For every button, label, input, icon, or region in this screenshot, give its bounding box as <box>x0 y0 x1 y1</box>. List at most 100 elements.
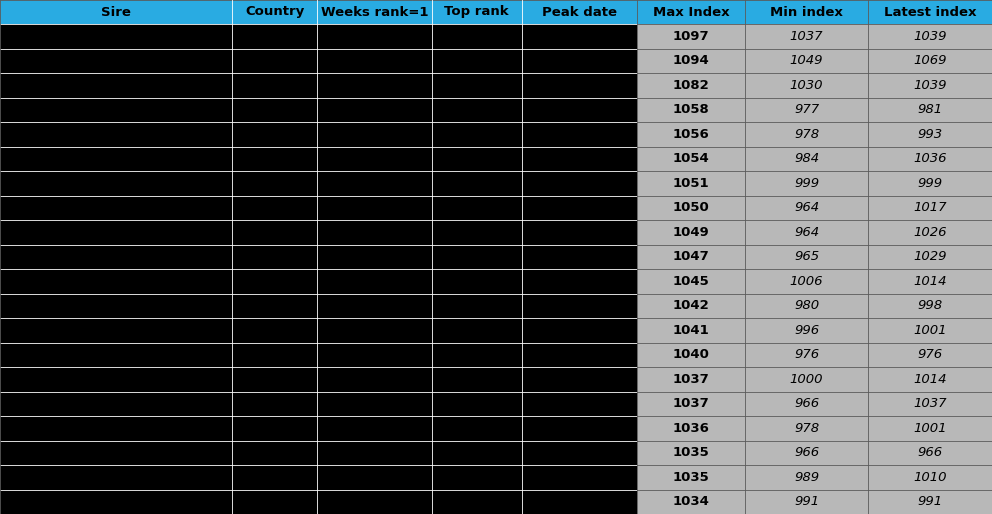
Text: 1036: 1036 <box>673 422 709 435</box>
Text: 1039: 1039 <box>914 79 946 92</box>
Bar <box>317 465 432 489</box>
Bar <box>868 269 992 293</box>
Text: 1058: 1058 <box>673 103 709 116</box>
Text: 1037: 1037 <box>673 397 709 410</box>
Text: 1037: 1037 <box>673 373 709 386</box>
Bar <box>637 195 745 220</box>
Text: 1097: 1097 <box>673 30 709 43</box>
Bar <box>868 0 992 24</box>
Text: 998: 998 <box>918 299 942 312</box>
Bar <box>0 342 232 367</box>
Bar <box>868 465 992 489</box>
Text: 991: 991 <box>794 495 819 508</box>
Bar <box>522 367 637 392</box>
Bar <box>868 48 992 73</box>
Bar <box>868 98 992 122</box>
Bar <box>522 73 637 98</box>
Bar <box>745 392 868 416</box>
Bar <box>232 416 317 440</box>
Text: 1041: 1041 <box>673 324 709 337</box>
Bar <box>637 269 745 293</box>
Bar <box>432 367 522 392</box>
Bar <box>0 440 232 465</box>
Bar <box>317 440 432 465</box>
Text: 976: 976 <box>918 348 942 361</box>
Text: 1045: 1045 <box>673 275 709 288</box>
Text: 1029: 1029 <box>914 250 946 263</box>
Bar <box>0 220 232 245</box>
Bar <box>522 392 637 416</box>
Bar <box>432 293 522 318</box>
Bar <box>637 293 745 318</box>
Bar <box>522 48 637 73</box>
Bar <box>232 146 317 171</box>
Text: 981: 981 <box>918 103 942 116</box>
Bar <box>232 73 317 98</box>
Bar <box>522 220 637 245</box>
Bar <box>232 0 317 24</box>
Bar <box>432 146 522 171</box>
Bar <box>232 342 317 367</box>
Bar <box>432 98 522 122</box>
Bar <box>745 416 868 440</box>
Bar <box>637 440 745 465</box>
Bar <box>232 440 317 465</box>
Bar <box>868 489 992 514</box>
Bar <box>0 122 232 146</box>
Text: 1050: 1050 <box>673 201 709 214</box>
Bar <box>0 0 232 24</box>
Bar <box>522 342 637 367</box>
Bar <box>232 318 317 342</box>
Text: 1069: 1069 <box>914 54 946 67</box>
Bar <box>0 245 232 269</box>
Bar <box>232 24 317 48</box>
Bar <box>745 122 868 146</box>
Bar <box>637 73 745 98</box>
Text: 1051: 1051 <box>673 177 709 190</box>
Bar <box>432 489 522 514</box>
Text: 989: 989 <box>794 471 819 484</box>
Bar <box>232 392 317 416</box>
Bar <box>522 171 637 195</box>
Bar <box>637 24 745 48</box>
Bar <box>868 171 992 195</box>
Bar <box>868 73 992 98</box>
Bar <box>522 0 637 24</box>
Bar <box>745 195 868 220</box>
Bar <box>0 318 232 342</box>
Bar <box>745 98 868 122</box>
Bar <box>637 416 745 440</box>
Text: 1000: 1000 <box>790 373 823 386</box>
Text: 1037: 1037 <box>914 397 946 410</box>
Text: 976: 976 <box>794 348 819 361</box>
Bar <box>637 98 745 122</box>
Bar <box>317 98 432 122</box>
Text: 1056: 1056 <box>673 128 709 141</box>
Bar <box>868 220 992 245</box>
Bar <box>745 48 868 73</box>
Bar <box>522 440 637 465</box>
Bar <box>317 245 432 269</box>
Text: 965: 965 <box>794 250 819 263</box>
Bar <box>522 195 637 220</box>
Bar <box>0 269 232 293</box>
Bar <box>745 367 868 392</box>
Bar <box>637 392 745 416</box>
Text: 1047: 1047 <box>673 250 709 263</box>
Text: 978: 978 <box>794 422 819 435</box>
Bar <box>522 98 637 122</box>
Bar <box>0 392 232 416</box>
Bar <box>432 416 522 440</box>
Text: 964: 964 <box>794 201 819 214</box>
Bar <box>522 293 637 318</box>
Bar <box>317 122 432 146</box>
Bar <box>868 245 992 269</box>
Bar <box>868 122 992 146</box>
Text: 1054: 1054 <box>673 152 709 165</box>
Bar <box>432 195 522 220</box>
Bar <box>232 48 317 73</box>
Bar <box>637 146 745 171</box>
Bar <box>745 489 868 514</box>
Text: 1040: 1040 <box>673 348 709 361</box>
Text: Max Index: Max Index <box>653 6 729 19</box>
